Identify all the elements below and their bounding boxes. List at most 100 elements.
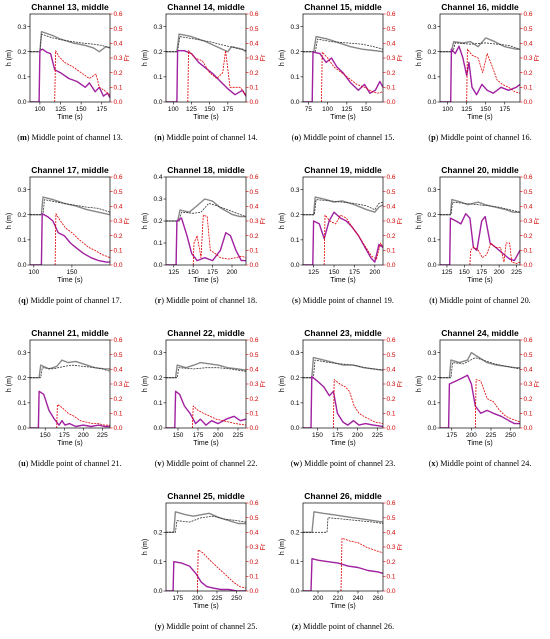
y-axis-label: h (m) [6,213,13,229]
caption-paren-open: ( [155,622,158,631]
x-tick-label: 150 [480,106,491,113]
caption-paren-close: ) [298,622,303,631]
series-line [30,364,110,379]
y-tick-label: 0.2 [427,375,436,382]
y-tick-label: 0.3 [153,350,162,357]
chart-title: Channel 24, middle [441,328,519,338]
chart-title: Channel 21, middle [31,328,109,338]
series-group [303,196,383,265]
panel-caption: (m) Middle point of channel 13. [17,133,123,142]
x-tick-label: 125 [461,106,472,113]
x-tick-label: 175 [59,432,70,439]
panel-caption: (u) Middle point of channel 21. [18,459,121,468]
y2-tick-label: 0.2 [114,396,123,403]
x-tick-label: 220 [333,595,344,602]
y2-tick-label: 0.0 [114,262,123,269]
y-axis-label: h (m) [416,50,423,66]
x-tick-label: 100 [322,106,333,113]
panel-caption: (y) Middle point of channel 25. [155,622,258,631]
y-axis-label: h (m) [6,50,13,66]
panel-caption: (x) Middle point of channel 24. [429,459,532,468]
y2-tick-label: 0.4 [387,530,396,537]
caption-letter: m [20,133,27,142]
caption-text: Middle point of channel 20. [440,296,531,305]
y-tick-label: 0.3 [153,24,162,31]
x-tick-label: 125 [341,106,352,113]
y2-tick-label: 0.0 [114,99,123,106]
series-line [30,33,110,53]
series-line [166,390,246,428]
series-line [474,379,520,428]
plot-frame [165,502,247,592]
y-tick-label: 0.1 [290,559,299,566]
y2-tick-label: 0.3 [250,381,259,388]
caption-paren-close: ) [435,296,440,305]
caption-paren-open: ( [429,296,432,305]
y2-tick-label: 0.0 [250,588,259,595]
caption-text: Middle point of channel 24. [440,459,531,468]
series-line [440,45,520,102]
y-tick-label: 0.2 [290,375,299,382]
y2-tick-label: 0.0 [250,99,259,106]
caption-letter: s [295,296,298,305]
y2-tick-label: 0.1 [114,248,123,255]
y2-tick-label: 0.3 [114,381,123,388]
chart-panel: Channel 23, middle 150 175 200 225 Time (s) 0.… [279,328,404,468]
y-tick-label: 0.0 [427,262,436,269]
caption-text: Middle point of channel 21. [30,459,121,468]
y2-tick-label: 0.6 [524,337,533,344]
caption-text: Middle point of channel 23. [304,459,395,468]
chart-panel: Channel 26, middle 200 220 240 260 Time (s) 0.… [279,491,404,631]
y2-tick-label: 0.2 [524,233,533,240]
series-line [30,390,110,428]
y-tick-label: 0.2 [17,375,26,382]
y2-tick-label: 0.4 [387,41,396,48]
y2-tick-label: 0.3 [524,381,533,388]
x-axis-label: Time (s) [467,114,492,121]
series-line [440,198,520,216]
y2-tick-label: 0.5 [250,189,259,196]
caption-text: Middle point of channel 16. [440,133,531,142]
y-tick-label: 0.1 [427,237,436,244]
y2-tick-label: 0.0 [387,588,396,595]
y2-tick-label: 0.5 [250,515,259,522]
series-line [192,405,246,428]
series-line [440,201,520,216]
y2-tick-label: 0.2 [250,70,259,77]
y-tick-label: 0.0 [153,425,162,432]
caption-text: Middle point of channel 13. [32,133,123,142]
series-line [30,48,110,102]
caption-letter: n [157,133,162,142]
y2-tick-label: 0.5 [114,352,123,359]
series-line [303,517,383,533]
y-tick-label: 0.3 [17,187,26,194]
y2-tick-label: 0.6 [524,11,533,18]
caption-paren-close: ) [26,296,31,305]
series-group [30,30,110,102]
series-line [333,379,383,428]
series-group [166,361,246,428]
x-axis-label: Time (s) [467,440,492,447]
y2-tick-label: 0.6 [250,337,259,344]
y-tick-label: 0.0 [290,262,299,269]
y2-tick-label: 0.0 [250,425,259,432]
x-tick-label: 175 [207,269,218,276]
y-tick-label: 0.3 [17,350,26,357]
x-axis-label: Time (s) [57,440,82,447]
y2-tick-label: 0.1 [250,411,259,418]
y-tick-label: 0.2 [153,49,162,56]
plot-frame [439,339,521,429]
x-tick-label: 225 [233,432,244,439]
x-tick-label: 175 [172,595,183,602]
panel-caption: (n) Middle point of channel 14. [154,133,257,142]
x-tick-label: 175 [193,432,204,439]
caption-paren-open: ( [18,459,21,468]
series-line [303,199,383,216]
y2-tick-label: 0.0 [524,99,533,106]
chart-title: Channel 13, middle [31,2,109,12]
y2-tick-label: 0.6 [387,11,396,18]
y-tick-label: 0.1 [153,240,162,247]
x-axis-label: Time (s) [193,277,218,284]
series-line [30,196,110,216]
y2-tick-label: 0.2 [250,396,259,403]
